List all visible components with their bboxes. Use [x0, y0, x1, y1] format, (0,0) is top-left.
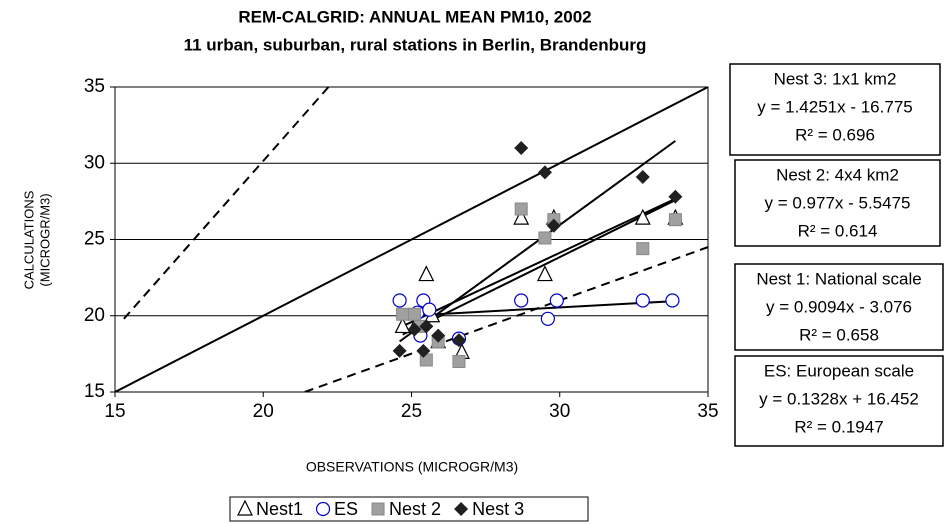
- legend-label: Nest 3: [472, 499, 524, 519]
- legend-marker: [454, 502, 469, 516]
- legend-box: [229, 496, 589, 522]
- legend-label: ES: [334, 499, 358, 519]
- x-tick-label: 25: [401, 401, 422, 422]
- point: [416, 343, 431, 358]
- equation-text: Nest 2: 4x4 km2: [776, 165, 899, 184]
- reference-line: [123, 87, 330, 320]
- point: [546, 218, 561, 233]
- reference-line: [115, 87, 708, 392]
- trend-line: [402, 199, 676, 336]
- point: [513, 208, 530, 225]
- chart-title: REM-CALGRID: ANNUAL MEAN PM10, 2002: [238, 7, 591, 26]
- point: [392, 293, 407, 308]
- equation-text: ES: European scale: [764, 361, 914, 380]
- y-tick-label: 20: [84, 305, 105, 326]
- equation-text: y = 1.4251x - 16.775: [757, 97, 912, 116]
- point: [540, 311, 555, 326]
- point: [394, 317, 411, 334]
- equation-text: Nest 1: National scale: [756, 269, 921, 288]
- x-axis-label: OBSERVATIONS (MICROGR/M3): [306, 459, 518, 475]
- point: [635, 169, 650, 184]
- equation-text: R² = 0.1947: [794, 417, 883, 436]
- point: [392, 343, 407, 358]
- y-tick-label: 35: [84, 76, 105, 97]
- equation-box: [729, 63, 941, 156]
- y-axis-unit: (MICROGR/M3): [37, 193, 52, 286]
- x-tick-label: 20: [253, 401, 274, 422]
- point: [635, 293, 650, 308]
- point: [407, 322, 422, 337]
- point: [549, 293, 564, 308]
- legend-label: Nest1: [256, 499, 303, 519]
- legend-marker: [371, 502, 385, 516]
- equation-text: R² = 0.696: [795, 125, 875, 144]
- equation-box: [734, 159, 941, 247]
- trend-line: [402, 197, 676, 328]
- x-tick-label: 15: [104, 401, 125, 422]
- chart-subtitle: 11 urban, suburban, rural stations in Be…: [184, 35, 647, 54]
- equation-text: R² = 0.658: [799, 325, 879, 344]
- x-tick-label: 30: [549, 401, 570, 422]
- point: [538, 231, 552, 245]
- equation-text: Nest 3: 1x1 km2: [774, 69, 897, 88]
- point: [537, 165, 552, 180]
- y-tick-label: 25: [84, 229, 105, 250]
- point: [452, 355, 466, 368]
- y-tick-label: 30: [84, 152, 105, 173]
- equation-text: R² = 0.614: [798, 221, 878, 240]
- legend-label: Nest 2: [389, 499, 441, 519]
- equation-box: [734, 263, 944, 351]
- reference-line: [304, 246, 708, 392]
- y-axis-label: CALCULATIONS: [21, 190, 36, 289]
- trend-line: [399, 140, 676, 343]
- point: [407, 307, 421, 321]
- plot-border: [114, 86, 709, 393]
- point: [668, 213, 682, 227]
- legend-marker: [237, 499, 253, 516]
- point: [396, 307, 410, 321]
- equation-box: [734, 355, 944, 447]
- point: [634, 208, 651, 225]
- point: [636, 242, 650, 256]
- point: [668, 189, 683, 204]
- point: [536, 265, 553, 282]
- point: [451, 333, 466, 348]
- point: [419, 319, 434, 334]
- point: [514, 141, 529, 155]
- point: [422, 302, 437, 317]
- point: [418, 265, 435, 282]
- equation-text: y = 0.1328x + 16.452: [759, 389, 919, 408]
- point: [431, 328, 446, 343]
- point: [665, 293, 680, 308]
- y-tick-label: 15: [84, 381, 105, 402]
- equation-text: y = 0.977x - 5.5475: [764, 193, 910, 212]
- equation-text: y = 0.9094x - 3.076: [766, 297, 912, 316]
- point: [514, 293, 529, 308]
- x-tick-label: 35: [697, 401, 718, 422]
- legend-marker: [315, 501, 331, 517]
- point: [514, 202, 528, 216]
